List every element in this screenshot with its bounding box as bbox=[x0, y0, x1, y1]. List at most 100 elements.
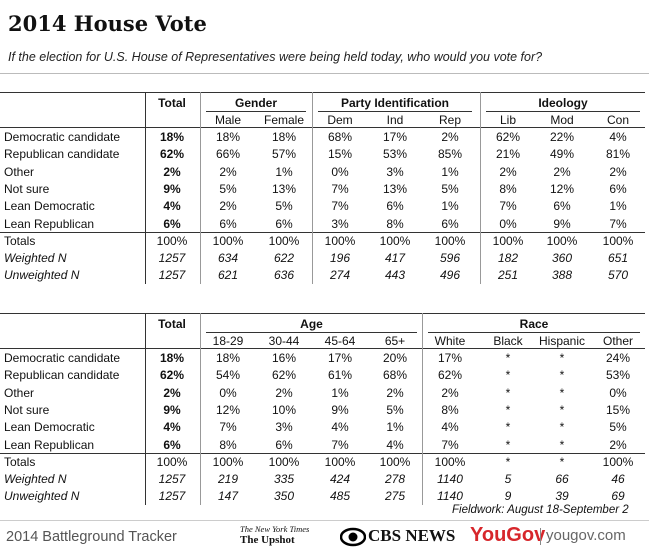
total-cell: 4% bbox=[163, 420, 181, 435]
row-label: Weighted N bbox=[4, 251, 67, 266]
row-label: Republican candidate bbox=[4, 368, 120, 383]
cell: 2% bbox=[219, 164, 237, 179]
cell: 621 bbox=[217, 268, 239, 283]
cell: 66 bbox=[555, 472, 569, 487]
cell: 275 bbox=[384, 489, 406, 504]
column-header: Dem bbox=[327, 113, 353, 127]
cell: 2% bbox=[275, 385, 293, 400]
cell: 1% bbox=[386, 420, 404, 435]
cell: 4% bbox=[331, 420, 349, 435]
cell: 2% bbox=[609, 164, 627, 179]
table-rule bbox=[0, 231, 645, 233]
cell: 2% bbox=[441, 130, 459, 144]
cell: * bbox=[505, 385, 511, 400]
cell: 53% bbox=[605, 368, 631, 383]
cell: 6% bbox=[275, 437, 293, 452]
table-rule bbox=[145, 92, 146, 284]
cell: 61% bbox=[327, 368, 353, 383]
cell: 100% bbox=[546, 233, 578, 248]
total-cell: 9% bbox=[163, 402, 181, 417]
cell: 2% bbox=[499, 164, 517, 179]
cell: 485 bbox=[329, 489, 351, 504]
row-label: Democratic candidate bbox=[4, 130, 121, 144]
cell: 443 bbox=[384, 268, 406, 283]
cell: 0% bbox=[331, 164, 349, 179]
cell: 6% bbox=[609, 181, 627, 196]
cell: 6% bbox=[441, 216, 459, 231]
row-label: Unweighted N bbox=[4, 268, 80, 283]
cell: 17% bbox=[327, 351, 353, 365]
column-header: 18-29 bbox=[212, 334, 244, 348]
cell: 1% bbox=[441, 199, 459, 214]
total-cell: 18% bbox=[159, 351, 185, 365]
cell: 7% bbox=[499, 199, 517, 214]
total-cell: 6% bbox=[163, 216, 181, 231]
total-header: Total bbox=[158, 96, 186, 110]
yougov-logo: YouGov bbox=[470, 524, 546, 546]
cell: * bbox=[559, 385, 565, 400]
total-cell: 1257 bbox=[158, 251, 186, 266]
total-cell: 9% bbox=[163, 181, 181, 196]
cell: 24% bbox=[605, 351, 631, 365]
cell: 8% bbox=[386, 216, 404, 231]
row-label: Other bbox=[4, 385, 35, 400]
column-header: 30-44 bbox=[268, 334, 300, 348]
cell: 5% bbox=[609, 420, 627, 435]
cell: 13% bbox=[271, 181, 297, 196]
group-header: Gender bbox=[234, 96, 278, 110]
cell: 18% bbox=[215, 351, 241, 365]
cell: 100% bbox=[602, 233, 634, 248]
total-cell: 100% bbox=[156, 454, 188, 469]
total-header: Total bbox=[158, 317, 186, 331]
column-header: Mod bbox=[550, 113, 574, 127]
cell: 62% bbox=[495, 130, 521, 144]
total-cell: 100% bbox=[156, 233, 188, 248]
table-rule bbox=[486, 111, 640, 112]
rule bbox=[0, 73, 649, 74]
total-cell: 1257 bbox=[158, 472, 186, 487]
cell: 12% bbox=[215, 402, 241, 417]
cell: 2% bbox=[553, 164, 571, 179]
cell: 0% bbox=[499, 216, 517, 231]
cell: 6% bbox=[553, 199, 571, 214]
cell: 85% bbox=[437, 147, 463, 162]
cell: 2% bbox=[219, 199, 237, 214]
total-cell: 6% bbox=[163, 437, 181, 452]
group-header: Party Identification bbox=[340, 96, 450, 110]
column-header: Con bbox=[606, 113, 630, 127]
total-cell: 2% bbox=[163, 385, 181, 400]
cell: 1% bbox=[609, 199, 627, 214]
cell: 100% bbox=[379, 454, 411, 469]
cell: 4% bbox=[386, 437, 404, 452]
total-cell: 4% bbox=[163, 199, 181, 214]
cell: 18% bbox=[271, 130, 297, 144]
table-rule bbox=[0, 127, 645, 128]
cell: 6% bbox=[275, 216, 293, 231]
cell: 17% bbox=[437, 351, 463, 365]
row-label: Lean Democratic bbox=[4, 420, 95, 435]
nyt-logo: The New York Times bbox=[240, 524, 310, 534]
cell: 13% bbox=[382, 181, 408, 196]
tracker-label: 2014 Battleground Tracker bbox=[6, 529, 177, 545]
total-cell: 1257 bbox=[158, 268, 186, 283]
cell: 53% bbox=[382, 147, 408, 162]
cell: 634 bbox=[217, 251, 239, 266]
cell: 5 bbox=[504, 472, 512, 487]
cell: 2% bbox=[441, 385, 459, 400]
table-rule bbox=[318, 111, 472, 112]
column-header: Female bbox=[263, 113, 305, 127]
cell: 7% bbox=[219, 420, 237, 435]
table-rule bbox=[200, 92, 201, 284]
row-label: Republican candidate bbox=[4, 147, 120, 162]
cell: 17% bbox=[382, 130, 408, 144]
table-rule bbox=[200, 313, 201, 505]
cell: 20% bbox=[382, 351, 408, 365]
table-rule bbox=[422, 313, 423, 505]
table-rule bbox=[480, 92, 481, 284]
cell: 596 bbox=[439, 251, 461, 266]
cell: 66% bbox=[215, 147, 241, 162]
cell: 22% bbox=[549, 130, 575, 144]
upshot-logo: The Upshot bbox=[240, 534, 295, 546]
cell: 0% bbox=[609, 385, 627, 400]
